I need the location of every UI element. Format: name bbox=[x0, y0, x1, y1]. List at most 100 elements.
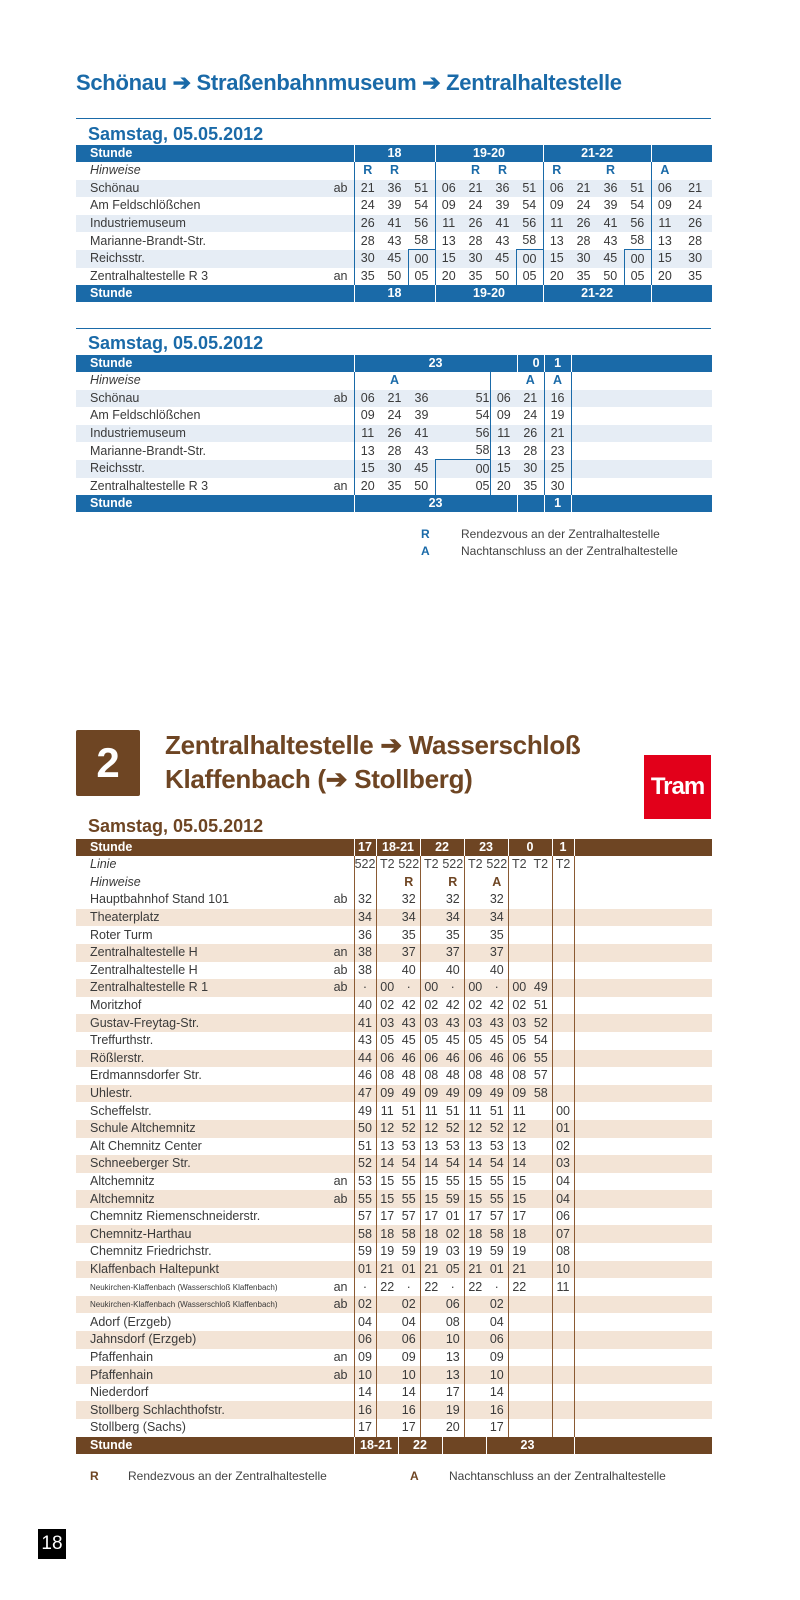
departure-time: 47 bbox=[353, 1084, 376, 1103]
departure-time bbox=[463, 1331, 487, 1349]
departure-time: 15 bbox=[507, 1172, 531, 1191]
departure-time: 55 bbox=[530, 1049, 553, 1068]
departure-time: 49 bbox=[486, 1084, 509, 1103]
table-row: Zentralhaltestelle R 1 ab · 00 · 00 · 00 · 00 49 bbox=[76, 979, 713, 997]
hour-header bbox=[573, 839, 713, 856]
departure-time bbox=[419, 961, 443, 980]
departure-time bbox=[551, 943, 575, 962]
an-ab-marker bbox=[306, 926, 354, 944]
departure-time bbox=[419, 1313, 443, 1332]
departure-time bbox=[530, 1208, 552, 1226]
departure-time: 43 bbox=[495, 233, 510, 248]
departure-time bbox=[463, 891, 487, 909]
table-row: Chemnitz Riemenschneiderstr. 57 17 57 17 01 17… bbox=[76, 1207, 713, 1226]
departure-time bbox=[530, 1243, 552, 1261]
departure-time: 10 bbox=[551, 1260, 575, 1279]
departure-time: 50 bbox=[387, 268, 402, 283]
an-ab-marker: an bbox=[333, 1279, 348, 1294]
departure-time: 09 bbox=[650, 197, 679, 215]
line-title-line2: Klaffenbach (➔ Stollberg) bbox=[165, 764, 473, 794]
departure-time: 36 bbox=[353, 926, 376, 944]
table-row: Schönau ab 21 36 51 06 21 36 51 06 21 36 51 06 21 bbox=[76, 179, 713, 198]
departure-time: 37 bbox=[398, 943, 421, 962]
departure-time bbox=[573, 1331, 713, 1349]
departure-time bbox=[570, 389, 713, 408]
departure-time bbox=[419, 891, 443, 909]
an-ab-marker bbox=[306, 1119, 354, 1138]
departure-time bbox=[419, 926, 443, 944]
departure-time: · bbox=[353, 1278, 376, 1296]
departure-time: 20 bbox=[650, 267, 679, 286]
hour-header: 18 bbox=[353, 145, 435, 162]
departure-time bbox=[375, 1295, 398, 1314]
an-ab-marker bbox=[306, 1384, 354, 1402]
departure-time: 38 bbox=[353, 943, 376, 962]
departure-time: 01 bbox=[486, 1260, 509, 1279]
departure-time: 54 bbox=[630, 198, 645, 213]
linie-cell: 522 bbox=[442, 857, 464, 872]
departure-time: 15 bbox=[542, 249, 571, 268]
table-row: Uhlestr. 47 09 49 09 49 09 49 09 58 bbox=[76, 1084, 713, 1103]
departure-time bbox=[573, 1190, 713, 1208]
departure-time bbox=[375, 1331, 398, 1349]
departure-time bbox=[463, 1348, 487, 1367]
departure-time bbox=[573, 979, 713, 997]
departure-time: 50 bbox=[603, 268, 618, 283]
departure-time: 19 bbox=[442, 1401, 465, 1419]
departure-time: 05 bbox=[623, 267, 652, 286]
departure-time: 15 bbox=[489, 459, 518, 478]
departure-time: 13 bbox=[489, 442, 518, 460]
departure-time: 59 bbox=[489, 1244, 504, 1259]
stop-name: Stollberg Schlachthofstr. bbox=[76, 1401, 306, 1419]
departure-time: 30 bbox=[678, 249, 713, 268]
table-row: Marianne-Brandt-Str. 28 43 58 13 28 43 58 13 28 43… bbox=[76, 232, 712, 251]
departure-time bbox=[573, 926, 713, 944]
footer-row: Stunde 23 1 bbox=[76, 495, 713, 513]
departure-time: 13 bbox=[442, 1366, 465, 1384]
departure-time: 41 bbox=[353, 1014, 376, 1032]
departure-time: 26 bbox=[678, 214, 713, 233]
table3-title: Samstag, 05.05.2012 bbox=[88, 816, 264, 836]
departure-time: 26 bbox=[353, 214, 381, 233]
departure-time: 02 bbox=[463, 996, 487, 1015]
departure-time: 06 bbox=[542, 179, 571, 198]
table-row: Reichsstr. 30 45 00 15 30 45 00 15 30 45 00 15 30 bbox=[76, 249, 713, 268]
note-cell bbox=[463, 873, 487, 892]
departure-time: 20 bbox=[434, 267, 462, 286]
stop-name: Uhlestr. bbox=[76, 1084, 306, 1103]
departure-time: 04 bbox=[353, 1313, 376, 1332]
departure-time: 51 bbox=[408, 179, 435, 198]
departure-time: 28 bbox=[387, 443, 402, 458]
an-ab-marker: ab bbox=[306, 1295, 354, 1314]
departure-time: 39 bbox=[603, 198, 618, 213]
departure-time bbox=[573, 1119, 713, 1138]
departure-time: 15 bbox=[463, 1172, 487, 1191]
table-row: Klaffenbach Haltepunkt 01 21 01 21 05 21 01 21 10 bbox=[76, 1260, 713, 1279]
note-cell bbox=[678, 162, 712, 180]
stop-name: Neukirchen-Klaffenbach (Wasserschloß Kla… bbox=[90, 1282, 278, 1292]
departure-time: 04 bbox=[401, 1314, 416, 1329]
departure-time: 45 bbox=[489, 249, 516, 268]
departure-time: 17 bbox=[353, 1419, 376, 1437]
departure-time: 52 bbox=[398, 1119, 421, 1138]
departure-time bbox=[530, 1384, 552, 1402]
departure-time: 34 bbox=[353, 908, 376, 927]
spacer bbox=[306, 874, 354, 892]
note-cell bbox=[530, 874, 552, 892]
stop-name: Alt Chemnitz Center bbox=[90, 1138, 202, 1153]
departure-time bbox=[570, 442, 713, 460]
table-row: Erdmannsdorfer Str. 46 08 48 08 48 08 48 08 57 bbox=[76, 1067, 713, 1085]
departure-time: 54 bbox=[442, 1155, 465, 1173]
table-row: Adorf (Erzgeb) 04 04 08 04 bbox=[76, 1313, 713, 1332]
stop-name: Roter Turm bbox=[90, 927, 153, 942]
departure-time: 55 bbox=[353, 1190, 376, 1208]
an-ab-marker bbox=[306, 997, 354, 1015]
departure-time: 50 bbox=[414, 478, 429, 493]
stop-name: Am Feldschlößchen bbox=[90, 198, 201, 213]
table-row: Industriemuseum 26 41 56 11 26 41 56 11 26 41 56 11 2… bbox=[76, 214, 713, 233]
departure-time bbox=[570, 459, 713, 478]
an-ab-marker bbox=[306, 1014, 354, 1032]
departure-time: 57 bbox=[489, 1209, 504, 1224]
table-row: Altchemnitz an 53 15 55 15 55 15 55 15 04 bbox=[76, 1172, 713, 1191]
departure-time: 09 bbox=[463, 1084, 487, 1103]
